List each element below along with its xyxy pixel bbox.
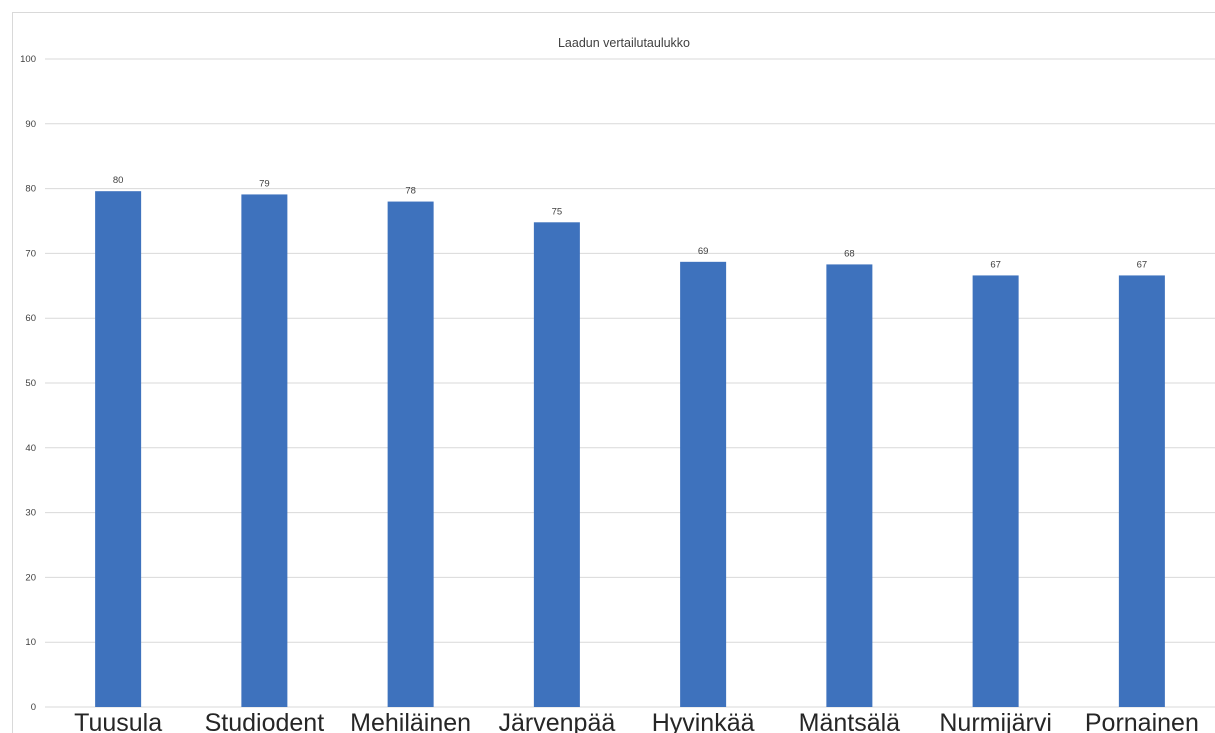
x-tick-label: Mehiläinen	[350, 709, 471, 733]
y-tick-label: 10	[25, 637, 36, 648]
bar-Tuusula	[95, 191, 142, 707]
bar-Mehiläinen	[387, 201, 434, 707]
bar-Järvenpää	[533, 222, 580, 707]
y-tick-label: 70	[25, 248, 36, 259]
y-axis-tick-labels: 0 10 20 30 40 50 60 70 80 90 100	[20, 54, 36, 713]
x-tick-label: Hyvinkää	[652, 709, 755, 733]
y-tick-label: 100	[20, 54, 36, 65]
y-tick-label: 80	[25, 184, 36, 195]
bar-Mäntsälä	[826, 264, 873, 707]
bar-Studiodent	[241, 194, 288, 707]
x-tick-label: Nurmijärvi	[939, 709, 1052, 733]
y-tick-label: 50	[25, 378, 36, 389]
x-tick-label: Mäntsälä	[799, 709, 901, 733]
y-tick-label: 20	[25, 572, 36, 583]
y-tick-label: 0	[31, 702, 36, 713]
y-tick-label: 60	[25, 313, 36, 324]
x-tick-label: Järvenpää	[499, 709, 616, 733]
data-label: 79	[259, 178, 270, 189]
bar-Pornainen	[1118, 275, 1165, 707]
data-label: 75	[552, 206, 563, 217]
data-label-layer: 80 79 78 75 69 68 67 67	[113, 175, 1147, 270]
y-tick-label: 30	[25, 508, 36, 519]
x-tick-label: Tuusula	[74, 709, 162, 733]
bar-layer	[95, 191, 1165, 707]
x-axis-category-labels: Tuusula Studiodent Mehiläinen Järvenpää Hyvi…	[74, 709, 1199, 733]
bar-Hyvinkää	[680, 261, 727, 707]
x-tick-label: Pornainen	[1085, 709, 1199, 733]
data-label: 67	[990, 259, 1001, 270]
bar-Nurmijärvi	[972, 275, 1019, 707]
y-tick-label: 90	[25, 119, 36, 130]
data-label: 80	[113, 175, 124, 186]
data-label: 69	[698, 246, 709, 257]
grid-layer	[45, 58, 1215, 708]
y-tick-label: 40	[25, 443, 36, 454]
x-tick-label: Studiodent	[205, 709, 325, 733]
data-label: 68	[844, 248, 855, 259]
data-label: 67	[1137, 259, 1148, 270]
data-label: 78	[405, 186, 416, 197]
chart-title: Laadun vertailutaulukko	[558, 36, 690, 50]
